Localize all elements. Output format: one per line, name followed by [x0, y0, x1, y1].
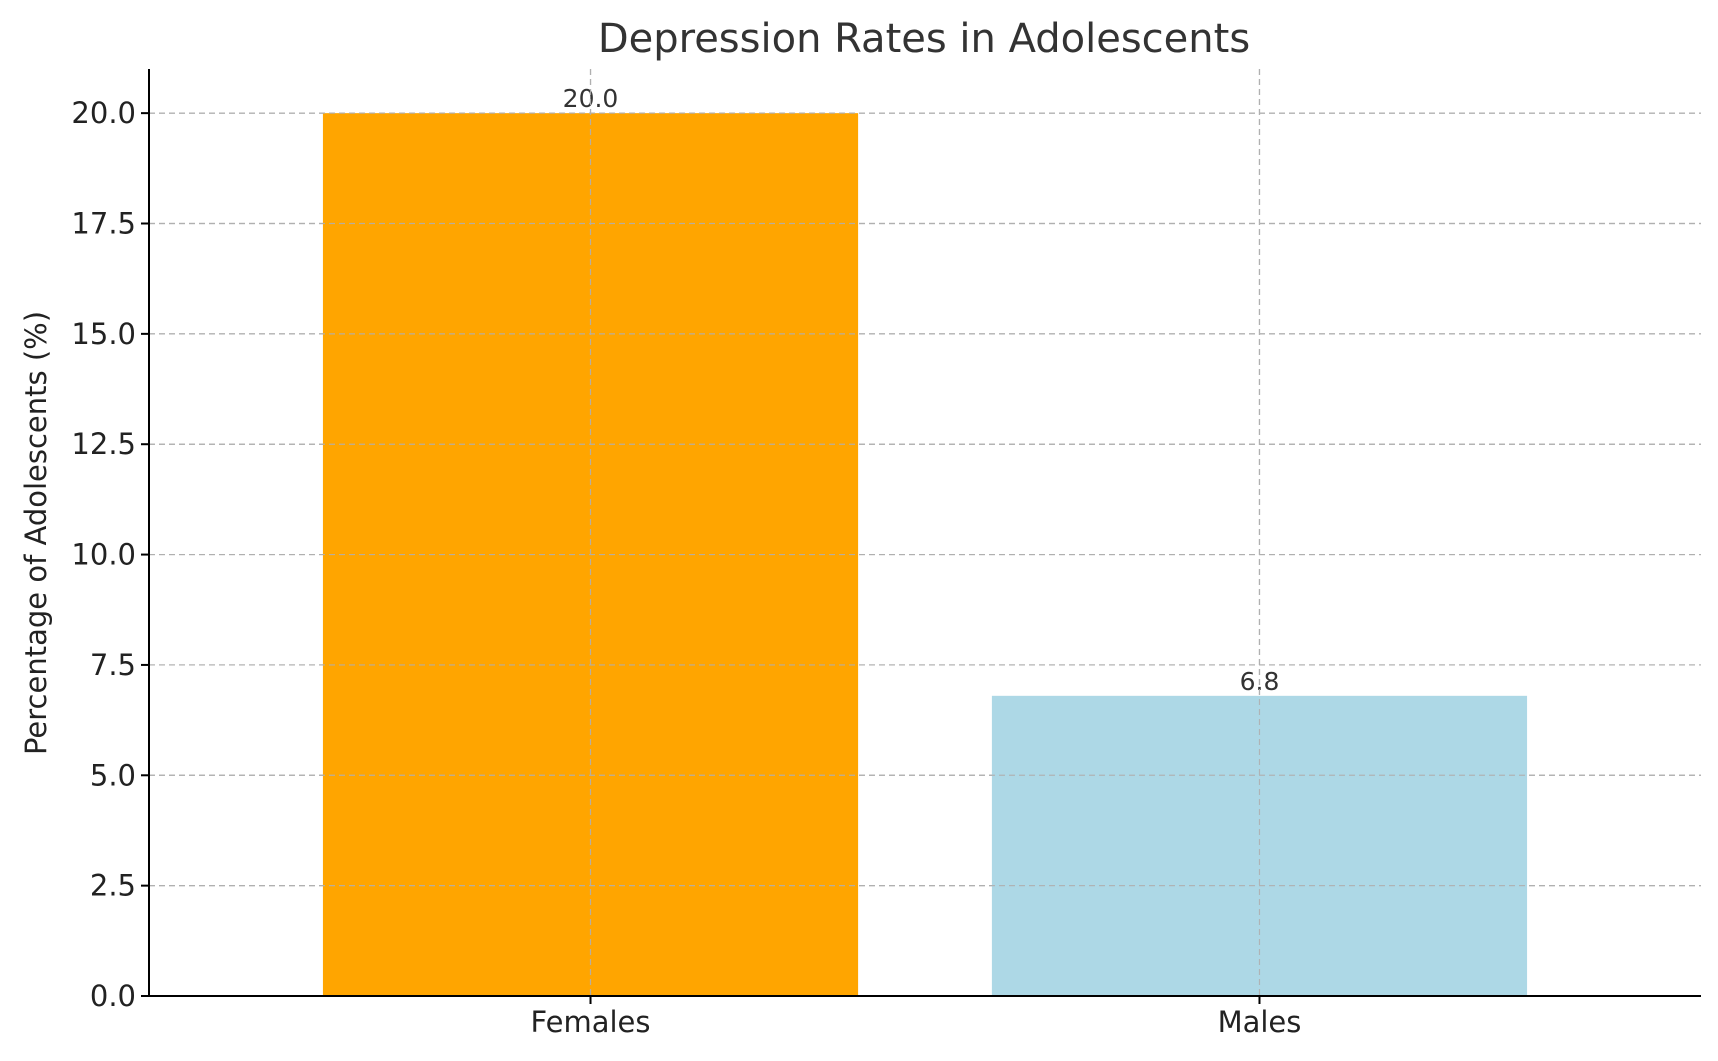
bars-layer: 20.06.8: [322, 84, 1528, 996]
y-tick-label: 2.5: [90, 869, 136, 903]
y-tick-label: 20.0: [71, 96, 136, 130]
chart-title: Depression Rates in Adolescents: [598, 16, 1250, 62]
data-label: 20.0: [563, 84, 619, 113]
x-tick-label: Males: [1218, 1005, 1302, 1039]
y-axis-label: Percentage of Adolescents (%): [19, 311, 53, 755]
x-tick-label: Females: [531, 1005, 651, 1039]
y-tick-label: 17.5: [71, 207, 136, 241]
y-tick-label: 0.0: [90, 979, 136, 1013]
axes-layer: 0.0 2.5 5.0 7.5 10.0 12.5 15.0 17.5 20.0 Females M…: [71, 69, 1701, 1039]
y-tick-label: 7.5: [90, 648, 136, 682]
y-tick-label: 10.0: [71, 538, 136, 572]
y-tick-label: 12.5: [71, 427, 136, 461]
y-tick-label: 5.0: [90, 758, 136, 792]
bar-males: [991, 695, 1528, 996]
y-tick-label: 15.0: [71, 317, 136, 351]
